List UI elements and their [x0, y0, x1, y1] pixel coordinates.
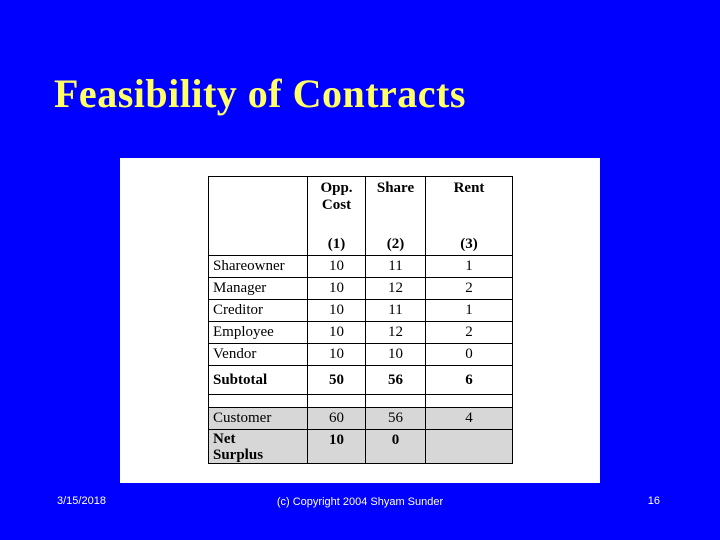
cell-customer-opp-cost: 60	[307, 407, 366, 430]
footer-page-number: 16	[647, 495, 660, 507]
header-share-label: Share	[376, 180, 415, 196]
table-row-net-surplus: Net Surplus 10 0	[208, 429, 513, 464]
cell-creditor-opp-cost: 10	[307, 299, 366, 322]
table-row-customer: Customer 60 56 4	[208, 407, 513, 430]
spacer-cell-two	[365, 394, 426, 408]
header-opp-cost-line1: Opp.	[320, 180, 353, 196]
cell-net-surplus-rent	[425, 429, 513, 464]
footer-date: 3/15/2018	[57, 495, 106, 507]
row-label-subtotal: Subtotal	[208, 365, 308, 395]
table-row: Shareowner 10 11 1	[208, 255, 513, 278]
cell-subtotal-opp-cost: 50	[307, 365, 366, 395]
table-spacer-row	[208, 394, 513, 408]
footer-copyright: (c) Copyright 2004 Shyam Sunder	[276, 496, 444, 508]
header-cell-blank	[208, 176, 308, 256]
page-title: Feasibility of Contracts	[54, 71, 466, 116]
row-label-customer: Customer	[208, 407, 308, 430]
row-label-net-surplus: Net Surplus	[208, 429, 308, 464]
table-row-subtotal: Subtotal 50 56 6	[208, 365, 513, 395]
row-label-vendor: Vendor	[208, 343, 308, 366]
cell-subtotal-share: 56	[365, 365, 426, 395]
cell-creditor-share: 11	[365, 299, 426, 322]
table-row: Creditor 10 11 1	[208, 299, 513, 322]
table-header-row: Opp. Cost (1) Share (2) Rent (3)	[208, 176, 513, 256]
header-opp-cost-line2: Cost	[321, 197, 352, 213]
cell-customer-share: 56	[365, 407, 426, 430]
row-label-employee: Employee	[208, 321, 308, 344]
header-rent-number: (3)	[460, 236, 478, 252]
spacer-cell-one	[307, 394, 366, 408]
cell-vendor-opp-cost: 10	[307, 343, 366, 366]
spacer-cell-three	[425, 394, 513, 408]
row-label-manager: Manager	[208, 277, 308, 300]
cell-shareowner-rent: 1	[425, 255, 513, 278]
cell-net-surplus-share: 0	[365, 429, 426, 464]
cell-manager-opp-cost: 10	[307, 277, 366, 300]
table-row: Employee 10 12 2	[208, 321, 513, 344]
table-panel: Opp. Cost (1) Share (2) Rent (3) Shareow…	[120, 158, 600, 483]
cell-employee-share: 12	[365, 321, 426, 344]
cell-net-surplus-opp-cost: 10	[307, 429, 366, 464]
cell-manager-rent: 2	[425, 277, 513, 300]
net-surplus-line1: Net	[213, 430, 236, 447]
cell-subtotal-rent: 6	[425, 365, 513, 395]
header-cell-opp-cost: Opp. Cost (1)	[307, 176, 366, 256]
feasibility-table: Opp. Cost (1) Share (2) Rent (3) Shareow…	[208, 176, 513, 464]
cell-shareowner-opp-cost: 10	[307, 255, 366, 278]
cell-employee-rent: 2	[425, 321, 513, 344]
cell-shareowner-share: 11	[365, 255, 426, 278]
cell-vendor-rent: 0	[425, 343, 513, 366]
row-label-creditor: Creditor	[208, 299, 308, 322]
row-label-shareowner: Shareowner	[208, 255, 308, 278]
spacer-cell-label	[208, 394, 308, 408]
net-surplus-line2: Surplus	[213, 446, 264, 463]
cell-vendor-share: 10	[365, 343, 426, 366]
header-rent-label: Rent	[453, 180, 485, 196]
table-row: Manager 10 12 2	[208, 277, 513, 300]
table-row: Vendor 10 10 0	[208, 343, 513, 366]
cell-creditor-rent: 1	[425, 299, 513, 322]
cell-manager-share: 12	[365, 277, 426, 300]
header-cell-rent: Rent (3)	[425, 176, 513, 256]
cell-customer-rent: 4	[425, 407, 513, 430]
header-share-number: (2)	[386, 236, 405, 252]
header-opp-cost-number: (1)	[327, 236, 346, 252]
header-cell-share: Share (2)	[365, 176, 426, 256]
cell-employee-opp-cost: 10	[307, 321, 366, 344]
